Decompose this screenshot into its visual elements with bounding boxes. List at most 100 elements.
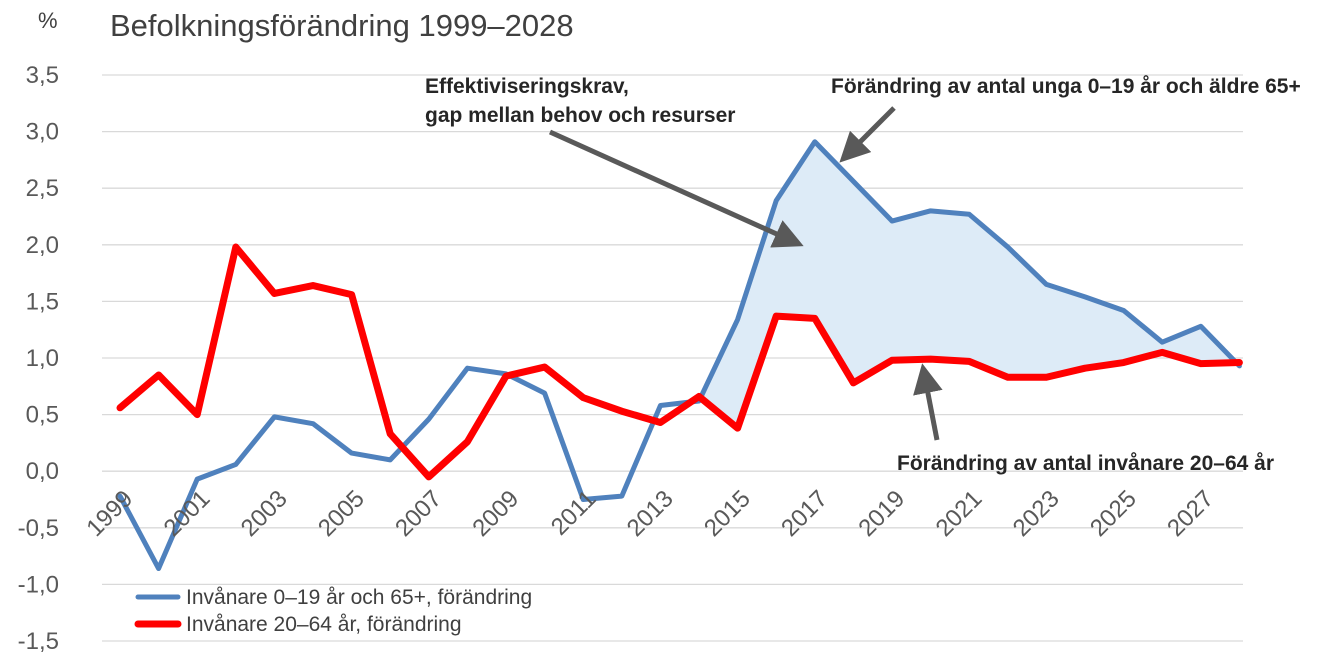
gridlines: [102, 74, 1243, 642]
data-point: [544, 393, 545, 394]
data-point: [892, 360, 893, 361]
data-point: [1046, 284, 1047, 285]
gap-fill-area: [698, 140, 1240, 430]
data-point: [853, 382, 854, 383]
x-tick-label: 2009: [467, 485, 524, 542]
data-point: [1085, 296, 1086, 297]
y-tick-label: 0,0: [26, 458, 59, 485]
x-tick-label: 2013: [622, 485, 679, 542]
annotations: Effektiviseringskrav, gap mellan behov o…: [425, 75, 1301, 475]
annotation-working-age-arrow: [913, 363, 943, 441]
annotation-working-age: Förändring av antal invånare 20–64 år: [897, 452, 1274, 475]
annotation-young-old: Förändring av antal unga 0–19 år och äld…: [831, 75, 1301, 98]
y-tick-label: 2,5: [26, 175, 59, 202]
data-point: [1007, 377, 1008, 378]
x-tick-label: 2001: [159, 485, 216, 542]
x-tick-label: 2021: [931, 485, 988, 542]
annotation-gap-line-1: Effektiviseringskrav,: [425, 75, 629, 98]
data-point: [158, 374, 159, 375]
data-point: [737, 428, 738, 429]
data-point: [660, 405, 661, 406]
annotation-gap-line-2: gap mellan behov och resurser: [425, 104, 735, 127]
data-point: [467, 441, 468, 442]
series-line-20-64: [116, 243, 1243, 481]
y-tick-label: -0,5: [18, 515, 59, 542]
x-tick-label: 2015: [699, 485, 756, 542]
data-point: [274, 293, 275, 294]
data-point: [737, 319, 738, 320]
x-tick-label: 2025: [1085, 485, 1142, 542]
annotation-young-old-arrow: [839, 106, 896, 163]
y-tick-label: 2,0: [26, 232, 59, 259]
y-tick-label: 0,5: [26, 402, 59, 429]
x-tick-label: 2003: [236, 485, 293, 542]
data-point: [1200, 363, 1201, 364]
data-point: [814, 318, 815, 319]
y-tick-label: -1,0: [18, 571, 59, 598]
data-point: [1239, 362, 1240, 363]
data-point: [390, 459, 391, 460]
data-point: [351, 294, 352, 295]
data-point: [1085, 368, 1086, 369]
gap-fill-polygon: [698, 140, 1240, 430]
data-point: [814, 141, 815, 142]
data-point: [235, 464, 236, 465]
data-point: [544, 367, 545, 368]
series-line-0-19-65plus: [117, 139, 1242, 572]
series-lines: [116, 139, 1243, 572]
data-point: [351, 453, 352, 454]
chart-title: Befolkningsförändring 1999–2028: [110, 8, 574, 43]
data-point: [467, 368, 468, 369]
data-point: [274, 416, 275, 417]
x-tick-label: 2007: [390, 485, 447, 542]
legend-label-20-64: Invånare 20–64 år, förändring: [186, 613, 462, 636]
x-tick-label: 2017: [776, 485, 833, 542]
data-point: [699, 396, 700, 397]
data-point: [969, 361, 970, 362]
legend-label-0-19-65plus: Invånare 0–19 år och 65+, förändring: [186, 586, 532, 609]
x-tick-label: 2019: [853, 485, 910, 542]
data-point: [969, 214, 970, 215]
y-tick-label: 1,5: [26, 288, 59, 315]
x-tick-label: 2005: [313, 485, 370, 542]
data-point: [621, 411, 622, 412]
data-point: [428, 419, 429, 420]
data-point: [621, 496, 622, 497]
data-point: [1046, 377, 1047, 378]
data-point: [853, 181, 854, 182]
data-point: [892, 221, 893, 222]
data-point: [428, 476, 429, 477]
data-point: [1162, 342, 1163, 343]
data-point: [583, 397, 584, 398]
data-point: [1200, 326, 1201, 327]
data-point: [197, 479, 198, 480]
y-tick-label: 3,0: [26, 119, 59, 146]
x-tick-label: 2023: [1008, 485, 1065, 542]
data-point: [930, 359, 931, 360]
data-point: [235, 247, 236, 248]
annotation-gap-arrow: [548, 129, 804, 248]
data-point: [776, 316, 777, 317]
data-point: [1162, 352, 1163, 353]
y-tick-label: 1,0: [26, 345, 59, 372]
data-point: [313, 285, 314, 286]
data-point: [197, 414, 198, 415]
data-point: [660, 422, 661, 423]
data-point: [1123, 362, 1124, 363]
x-tick-label: 2011: [546, 485, 602, 541]
data-point: [120, 407, 121, 408]
y-tick-label: -1,5: [18, 628, 59, 655]
data-point: [776, 200, 777, 201]
y-axis-unit-label: %: [38, 8, 58, 33]
data-point: [390, 433, 391, 434]
x-tick-label: 2027: [1162, 485, 1219, 542]
y-tick-label: 3,5: [26, 62, 59, 89]
legend: Invånare 0–19 år och 65+, förändring Invå…: [134, 586, 532, 636]
data-point: [313, 423, 314, 424]
data-point: [1123, 310, 1124, 311]
data-point: [930, 210, 931, 211]
data-point: [1007, 247, 1008, 248]
data-point: [158, 568, 159, 569]
